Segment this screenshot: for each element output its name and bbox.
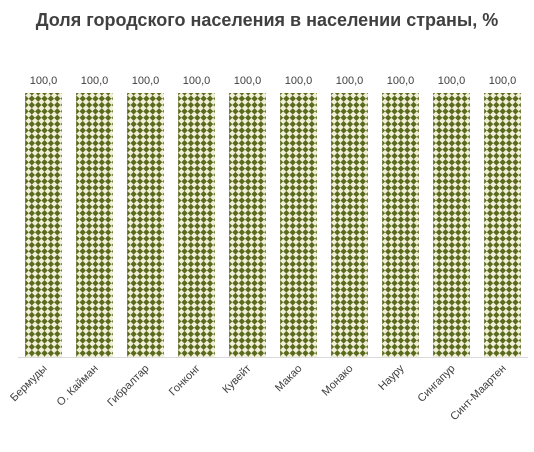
data-label: 100,0 bbox=[132, 75, 160, 87]
x-tick-label: Бермуды bbox=[8, 363, 50, 405]
x-tick-label: Сингапур bbox=[416, 363, 458, 405]
data-label: 100,0 bbox=[336, 75, 364, 87]
data-label: 100,0 bbox=[387, 75, 415, 87]
x-tick-label: Науру bbox=[376, 362, 407, 393]
bar bbox=[76, 93, 113, 357]
bar bbox=[433, 93, 470, 357]
bar bbox=[484, 93, 521, 357]
data-label: 100,0 bbox=[183, 75, 211, 87]
bar bbox=[229, 93, 266, 357]
data-label: 100,0 bbox=[30, 75, 58, 87]
x-tick-label: Гонконг bbox=[167, 363, 203, 399]
bar bbox=[25, 93, 62, 357]
x-tick-labels-layer: Бермуды О. Кайман Гибралтар Гонконг Кувейт Ма… bbox=[8, 362, 508, 423]
data-label: 100,0 bbox=[234, 75, 262, 87]
bar bbox=[127, 93, 164, 357]
data-label: 100,0 bbox=[489, 75, 517, 87]
x-tick-label: Монако bbox=[320, 363, 356, 399]
bar bbox=[382, 93, 419, 357]
data-labels-layer: 100,0 100,0 100,0 100,0 100,0 100,0 100,0 100,0… bbox=[30, 75, 517, 87]
data-label: 100,0 bbox=[81, 75, 109, 87]
x-tick-label: Кувейт bbox=[220, 363, 253, 396]
data-label: 100,0 bbox=[438, 75, 466, 87]
chart-title: Доля городского населения в населении ст… bbox=[35, 10, 499, 30]
bar bbox=[178, 93, 215, 357]
data-label: 100,0 bbox=[285, 75, 313, 87]
x-tick-label: Синт-Маартен bbox=[448, 363, 508, 423]
x-tick-label: Макао bbox=[273, 363, 305, 395]
bar bbox=[280, 93, 317, 357]
bars-layer bbox=[25, 93, 521, 357]
x-tick-label: О. Кайман bbox=[55, 363, 101, 409]
x-tick-label: Гибралтар bbox=[105, 363, 151, 409]
bar bbox=[331, 93, 368, 357]
